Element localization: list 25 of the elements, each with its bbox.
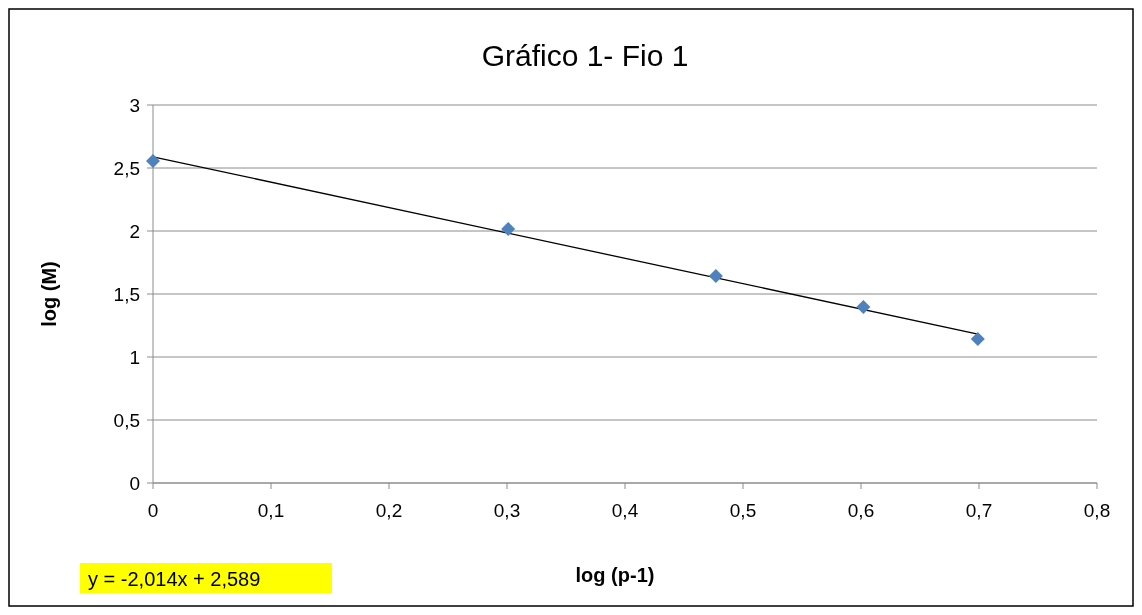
y-tick-label: 1 (129, 346, 140, 368)
point (708, 268, 723, 283)
x-tick-label: 0,5 (729, 500, 757, 521)
point (856, 299, 871, 314)
text: y = -2,014x + 2,589 (88, 568, 261, 590)
y-tick-label: 0 (129, 472, 140, 494)
x-tick-label: 0,1 (257, 500, 285, 521)
y-axis-title: log (M) (38, 261, 60, 327)
x-tick-label: 0,8 (1083, 500, 1111, 521)
x-tick-label: 0 (147, 500, 159, 521)
y-tick-label: 1,5 (113, 283, 140, 305)
y-tick-label: 0,5 (113, 409, 140, 431)
x-tick-label: 0,2 (375, 500, 403, 521)
x-tick-label: 0,7 (965, 500, 993, 521)
x-tick-label: 0,6 (847, 500, 875, 521)
x-tick-label: 0,3 (493, 500, 521, 521)
point (146, 153, 160, 168)
y-tick-label: 2 (129, 220, 140, 242)
point (501, 221, 516, 236)
point (970, 331, 985, 346)
y-tick-label: 3 (129, 94, 140, 116)
x-axis-title: log (p-1) (575, 564, 655, 586)
x-tick-label: 0,4 (611, 500, 639, 521)
y-tick-label: 2,5 (113, 157, 140, 179)
chart-title: Gráfico 1- Fio 1 (481, 39, 689, 72)
